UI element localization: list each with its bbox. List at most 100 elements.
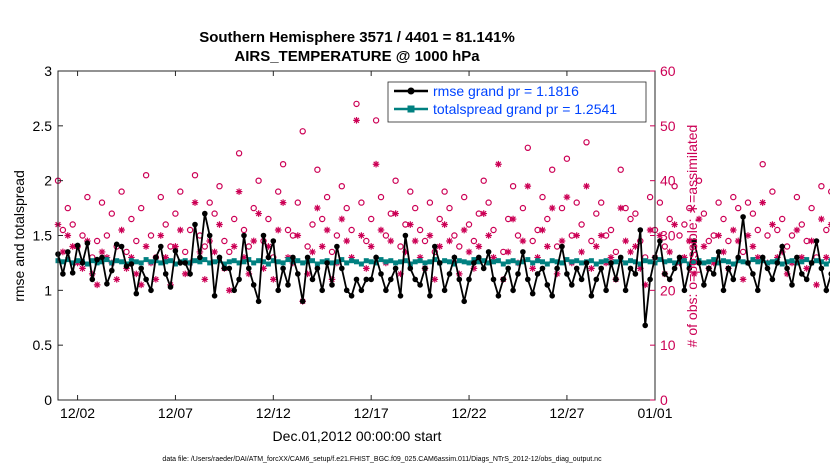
obs-possible-marker bbox=[524, 144, 532, 151]
rmse-marker bbox=[436, 260, 443, 266]
totalspread-marker bbox=[549, 258, 555, 264]
obs-assimilated-marker bbox=[132, 270, 140, 278]
rmse-marker bbox=[593, 276, 600, 283]
rmse-marker bbox=[84, 240, 91, 246]
rmse-marker bbox=[564, 271, 570, 277]
totalspread-marker bbox=[172, 261, 178, 267]
obs-assimilated-marker bbox=[426, 232, 434, 239]
totalspread-marker bbox=[725, 259, 731, 265]
totalspread-marker bbox=[221, 261, 227, 267]
obs-possible-marker bbox=[612, 248, 620, 256]
rmse-marker bbox=[461, 298, 468, 305]
totalspread-marker bbox=[251, 260, 257, 266]
obs-possible-marker bbox=[177, 188, 184, 195]
obs-assimilated-marker bbox=[548, 204, 556, 212]
obs-possible-marker bbox=[216, 182, 223, 190]
obs-assimilated-marker bbox=[617, 204, 625, 212]
obs-possible-marker bbox=[294, 199, 301, 206]
obs-possible-marker bbox=[338, 182, 345, 190]
rmse-marker bbox=[647, 276, 653, 283]
totalspread-marker bbox=[207, 260, 213, 266]
obs-assimilated-marker bbox=[191, 199, 199, 206]
rmse-marker bbox=[441, 287, 448, 294]
rmse-marker bbox=[525, 276, 531, 283]
rmse-marker bbox=[94, 256, 100, 263]
obs-assimilated-marker bbox=[774, 254, 781, 261]
obs-assimilated-marker bbox=[509, 215, 517, 223]
obs-possible-marker bbox=[201, 243, 208, 250]
totalspread-marker bbox=[476, 259, 482, 265]
totalspread-marker bbox=[510, 258, 516, 264]
obs-possible-marker bbox=[59, 226, 67, 234]
x-tick-label: 12/22 bbox=[452, 405, 487, 421]
legend-spread-label: totalspread grand pr = 1.2541 bbox=[433, 101, 617, 117]
obs-assimilated-marker bbox=[558, 237, 566, 245]
obs-assimilated-marker bbox=[367, 243, 375, 250]
rmse-marker bbox=[402, 232, 409, 239]
obs-possible-marker bbox=[509, 182, 517, 190]
rmse-marker bbox=[109, 267, 115, 274]
totalspread-marker bbox=[495, 258, 501, 264]
rmse-marker bbox=[666, 276, 673, 283]
obs-assimilated-marker bbox=[685, 237, 693, 245]
totalspread-marker bbox=[202, 257, 208, 263]
rmse-marker bbox=[167, 284, 174, 290]
obs-possible-marker bbox=[798, 221, 806, 228]
rmse-marker bbox=[573, 265, 580, 272]
obs-assimilated-marker bbox=[98, 248, 106, 256]
obs-assimilated-marker bbox=[553, 270, 561, 278]
obs-assimilated-marker bbox=[695, 215, 703, 223]
obs-assimilated-marker bbox=[534, 254, 541, 261]
rmse-marker bbox=[432, 243, 438, 250]
totalspread-marker bbox=[730, 261, 736, 267]
totalspread-marker bbox=[417, 258, 423, 264]
rmse-marker bbox=[720, 287, 727, 294]
y-left-tick-label: 0 bbox=[44, 392, 52, 408]
obs-assimilated-marker bbox=[666, 248, 673, 256]
totalspread-marker bbox=[344, 260, 350, 266]
rmse-marker bbox=[427, 293, 433, 299]
totalspread-marker bbox=[579, 260, 585, 266]
obs-possible-marker bbox=[230, 215, 238, 223]
obs-assimilated-marker bbox=[59, 248, 67, 256]
obs-possible-marker bbox=[519, 204, 527, 212]
obs-possible-marker bbox=[451, 232, 458, 239]
rmse-marker bbox=[681, 287, 688, 294]
totalspread-marker bbox=[750, 257, 756, 263]
obs-possible-marker bbox=[133, 237, 140, 245]
obs-assimilated-marker bbox=[235, 188, 243, 195]
obs-possible-marker bbox=[646, 193, 654, 201]
obs-possible-marker bbox=[250, 204, 257, 212]
rmse-marker bbox=[187, 271, 193, 277]
obs-assimilated-marker bbox=[318, 243, 326, 250]
rmse-marker bbox=[113, 241, 120, 248]
obs-assimilated-marker bbox=[304, 270, 311, 278]
obs-possible-marker bbox=[485, 199, 492, 206]
obs-assimilated-marker bbox=[710, 259, 718, 267]
totalspread-marker bbox=[168, 258, 173, 264]
obs-possible-marker bbox=[754, 226, 762, 234]
obs-possible-marker bbox=[186, 226, 194, 234]
obs-assimilated-marker bbox=[700, 243, 708, 250]
obs-assimilated-marker bbox=[128, 254, 135, 261]
x-tick-label: 12/27 bbox=[549, 405, 584, 421]
rmse-marker bbox=[671, 265, 678, 272]
obs-assimilated-marker bbox=[813, 281, 820, 289]
obs-possible-marker bbox=[583, 139, 590, 146]
rmse-marker bbox=[456, 276, 463, 283]
obs-assimilated-marker bbox=[744, 232, 752, 239]
obs-possible-marker bbox=[578, 221, 585, 228]
totalspread-marker bbox=[784, 259, 790, 265]
rmse-marker bbox=[280, 265, 286, 272]
obs-assimilated-marker bbox=[656, 232, 664, 239]
totalspread-marker bbox=[349, 258, 355, 264]
obs-possible-marker bbox=[323, 193, 331, 201]
obs-assimilated-marker bbox=[323, 226, 331, 234]
y-left-tick-label: 2.5 bbox=[33, 118, 53, 134]
rmse-marker bbox=[539, 265, 546, 272]
totalspread-marker bbox=[295, 258, 301, 264]
obs-possible-marker bbox=[769, 188, 776, 195]
obs-possible-marker bbox=[739, 248, 747, 256]
totalspread-marker bbox=[241, 259, 247, 265]
obs-assimilated-marker bbox=[157, 232, 165, 239]
